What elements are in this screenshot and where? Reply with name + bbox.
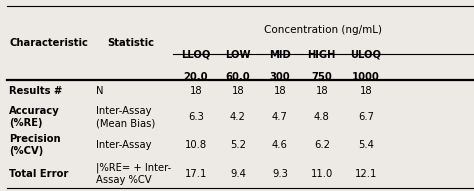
Text: 18: 18 (190, 86, 202, 96)
Text: N: N (96, 86, 103, 96)
Text: 17.1: 17.1 (185, 169, 207, 179)
Text: Inter-Assay
(Mean Bias): Inter-Assay (Mean Bias) (96, 106, 155, 128)
Text: 6.3: 6.3 (188, 112, 204, 122)
Text: Statistic: Statistic (107, 38, 154, 48)
Text: MID: MID (269, 50, 291, 60)
Text: 750: 750 (311, 73, 332, 83)
Text: Characteristic: Characteristic (9, 38, 89, 48)
Text: Concentration (ng/mL): Concentration (ng/mL) (264, 25, 382, 35)
Text: 11.0: 11.0 (310, 169, 333, 179)
Text: 300: 300 (270, 73, 290, 83)
Text: 6.2: 6.2 (314, 140, 330, 150)
Text: Precision
(%CV): Precision (%CV) (9, 134, 61, 156)
Text: 9.4: 9.4 (230, 169, 246, 179)
Text: 12.1: 12.1 (355, 169, 377, 179)
Text: 4.7: 4.7 (272, 112, 288, 122)
Text: 4.8: 4.8 (314, 112, 329, 122)
Text: 5.4: 5.4 (358, 140, 374, 150)
Text: 9.3: 9.3 (272, 169, 288, 179)
Text: 10.8: 10.8 (185, 140, 207, 150)
Text: Results #: Results # (9, 86, 63, 96)
Text: Inter-Assay: Inter-Assay (96, 140, 151, 150)
Text: ULOQ: ULOQ (351, 50, 382, 60)
Text: 18: 18 (273, 86, 286, 96)
Text: 5.2: 5.2 (230, 140, 246, 150)
Text: 4.2: 4.2 (230, 112, 246, 122)
Text: |%RE= + Inter-
Assay %CV: |%RE= + Inter- Assay %CV (96, 162, 171, 185)
Text: 60.0: 60.0 (226, 73, 250, 83)
Text: LLOQ: LLOQ (181, 50, 210, 60)
Text: 20.0: 20.0 (183, 73, 208, 83)
Text: 18: 18 (231, 86, 244, 96)
Text: 1000: 1000 (352, 73, 380, 83)
Text: HIGH: HIGH (308, 50, 336, 60)
Text: 18: 18 (360, 86, 373, 96)
Text: 6.7: 6.7 (358, 112, 374, 122)
Text: 4.6: 4.6 (272, 140, 288, 150)
Text: Total Error: Total Error (9, 169, 69, 179)
Text: LOW: LOW (225, 50, 251, 60)
Text: 18: 18 (316, 86, 328, 96)
Text: Accuracy
(%RE): Accuracy (%RE) (9, 106, 60, 128)
